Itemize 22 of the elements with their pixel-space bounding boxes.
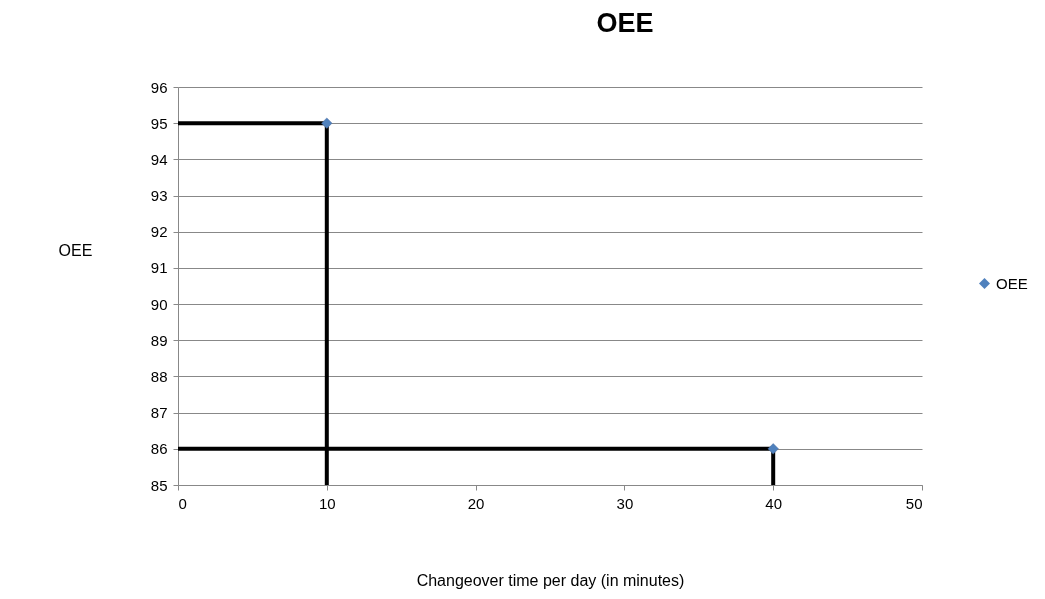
x-tick-label: 40 xyxy=(765,494,783,512)
y-tick-label: 92 xyxy=(150,223,168,241)
y-tick-label: 94 xyxy=(150,150,168,168)
y-tick-label: 91 xyxy=(150,259,168,277)
x-tick-label: 0 xyxy=(178,494,187,512)
y-tick-label: 89 xyxy=(150,331,168,349)
x-tick-label: 10 xyxy=(318,494,336,512)
x-tick-label: 50 xyxy=(905,494,923,512)
y-tick-label: 87 xyxy=(150,404,168,422)
y-tick-label: 88 xyxy=(150,367,168,385)
x-tick-label: 20 xyxy=(467,494,485,512)
y-tick-label: 96 xyxy=(150,78,168,96)
x-tick-label: 30 xyxy=(616,494,634,512)
y-axis-title: OEE xyxy=(58,241,93,259)
y-tick-label: 90 xyxy=(150,295,168,313)
y-tick-label: 95 xyxy=(150,114,168,132)
x-axis-title: Changeover time per day (in minutes) xyxy=(416,571,685,589)
y-tick-label: 85 xyxy=(150,476,168,494)
legend-label: OEE xyxy=(996,274,1028,292)
y-tick-label: 93 xyxy=(150,187,168,205)
y-tick-label: 86 xyxy=(150,440,168,458)
chart-title: OEE xyxy=(596,8,654,38)
